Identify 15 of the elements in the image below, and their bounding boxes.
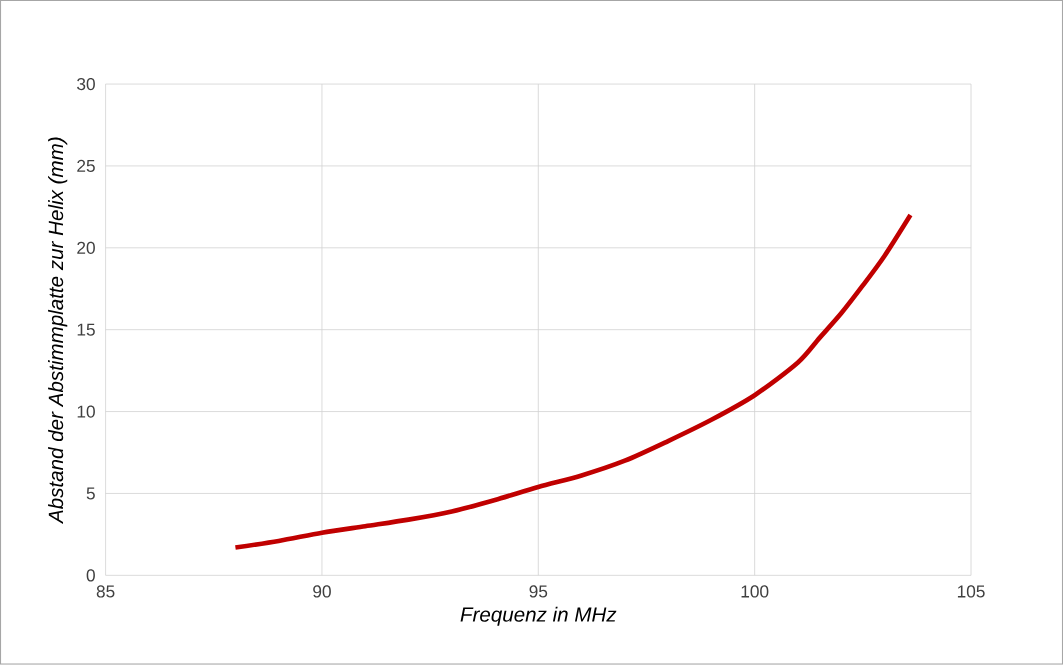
y-tick-label: 30 (77, 78, 95, 91)
x-tick-label: 95 (529, 585, 548, 598)
y-tick-label: 25 (77, 159, 95, 173)
y-tick-label: 10 (77, 405, 95, 418)
x-tick-label: 100 (741, 585, 769, 598)
x-tick-label: 90 (313, 585, 331, 598)
y-tick-label: 0 (86, 569, 95, 582)
x-axis-title: Frequenz in MHz (460, 606, 617, 627)
y-tick-label: 5 (86, 487, 95, 500)
y-tick-label: 20 (77, 241, 95, 255)
y-axis-title: Abstand der Abstimmplatte zur Helix (mm) (48, 137, 68, 525)
y-tick-label: 15 (77, 323, 95, 336)
x-tick-label: 85 (96, 585, 115, 598)
line-series (233, 212, 913, 550)
x-tick-label: 105 (957, 585, 985, 598)
